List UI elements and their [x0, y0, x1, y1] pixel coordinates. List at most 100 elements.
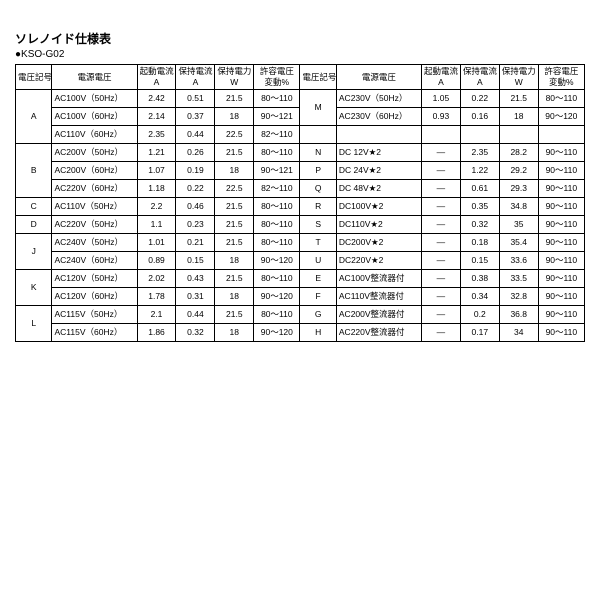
- code-cell: M: [300, 90, 336, 126]
- page-subtitle: ●KSO-G02: [15, 49, 585, 60]
- data-cell: 90～120: [538, 108, 584, 126]
- data-cell: 2.2: [137, 198, 176, 216]
- data-cell: DC110V★2: [336, 216, 421, 234]
- data-cell: 29.3: [499, 180, 538, 198]
- code-cell: A: [16, 90, 52, 144]
- data-cell: AC220V整流器付: [336, 324, 421, 342]
- h-code2: 電圧記号: [300, 65, 336, 90]
- data-cell: 82～110: [254, 180, 300, 198]
- data-cell: 29.2: [499, 162, 538, 180]
- data-cell: 22.5: [215, 180, 254, 198]
- data-cell: 80～110: [254, 198, 300, 216]
- data-cell: 80～110: [254, 216, 300, 234]
- data-cell: 0.34: [460, 288, 499, 306]
- data-cell: 0.43: [176, 270, 215, 288]
- data-cell: 90～110: [538, 270, 584, 288]
- data-cell: 90～110: [538, 198, 584, 216]
- data-cell: DC100V★2: [336, 198, 421, 216]
- h-hold2: 保持電流A: [460, 65, 499, 90]
- code-cell: T: [300, 234, 336, 252]
- data-cell: 2.35: [137, 126, 176, 144]
- data-cell: 0.37: [176, 108, 215, 126]
- data-cell: DC 12V★2: [336, 144, 421, 162]
- data-cell: AC100V整流器付: [336, 270, 421, 288]
- data-cell: 1.78: [137, 288, 176, 306]
- code-cell: L: [16, 306, 52, 342]
- code-cell: E: [300, 270, 336, 288]
- table-row: BAC200V（50Hz）1.210.2621.580～110NDC 12V★2…: [16, 144, 585, 162]
- data-cell: AC220V（60Hz）: [52, 180, 137, 198]
- data-cell: 21.5: [499, 90, 538, 108]
- data-cell: 90～110: [538, 234, 584, 252]
- data-cell: 0.26: [176, 144, 215, 162]
- data-cell: 0.44: [176, 126, 215, 144]
- data-cell: DC 48V★2: [336, 180, 421, 198]
- data-cell: 80～110: [254, 90, 300, 108]
- code-cell: K: [16, 270, 52, 306]
- code-cell: B: [16, 144, 52, 198]
- data-cell: 0.61: [460, 180, 499, 198]
- data-cell: DC200V★2: [336, 234, 421, 252]
- data-cell: 18: [215, 108, 254, 126]
- data-cell: 2.1: [137, 306, 176, 324]
- data-cell: 35.4: [499, 234, 538, 252]
- data-cell: 90～121: [254, 162, 300, 180]
- data-cell: —: [421, 234, 460, 252]
- page-title: ソレノイド仕様表: [15, 30, 585, 47]
- data-cell: 2.35: [460, 144, 499, 162]
- h-hold: 保持電流A: [176, 65, 215, 90]
- data-cell: 80～110: [254, 234, 300, 252]
- data-cell: 0.31: [176, 288, 215, 306]
- data-cell: 21.5: [215, 144, 254, 162]
- data-cell: AC240V（60Hz）: [52, 252, 137, 270]
- code-cell: Q: [300, 180, 336, 198]
- data-cell: AC110V（50Hz）: [52, 198, 137, 216]
- data-cell: 28.2: [499, 144, 538, 162]
- data-cell: AC100V（60Hz）: [52, 108, 137, 126]
- table-row: AC115V（60Hz）1.860.321890～120HAC220V整流器付—…: [16, 324, 585, 342]
- code-cell: D: [16, 216, 52, 234]
- data-cell: AC200V（50Hz）: [52, 144, 137, 162]
- data-cell: —: [421, 180, 460, 198]
- h-start: 起動電流A: [137, 65, 176, 90]
- data-cell: 90～110: [538, 306, 584, 324]
- data-cell: 80～110: [254, 270, 300, 288]
- data-cell: AC220V（50Hz）: [52, 216, 137, 234]
- data-cell: [499, 126, 538, 144]
- data-cell: 0.17: [460, 324, 499, 342]
- code-cell: S: [300, 216, 336, 234]
- h-power: 保持電力W: [215, 65, 254, 90]
- data-cell: 0.19: [176, 162, 215, 180]
- data-cell: 0.15: [176, 252, 215, 270]
- data-cell: 2.42: [137, 90, 176, 108]
- data-cell: 1.22: [460, 162, 499, 180]
- data-cell: 80～110: [538, 90, 584, 108]
- data-cell: 80～110: [254, 144, 300, 162]
- data-cell: 18: [215, 162, 254, 180]
- table-row: AC240V（60Hz）0.890.151890～120UDC220V★2—0.…: [16, 252, 585, 270]
- data-cell: [538, 126, 584, 144]
- data-cell: 90～120: [254, 324, 300, 342]
- table-row: JAC240V（50Hz）1.010.2121.580～110TDC200V★2…: [16, 234, 585, 252]
- h-tol2: 許容電圧変動%: [538, 65, 584, 90]
- table-row: CAC110V（50Hz）2.20.4621.580～110RDC100V★2—…: [16, 198, 585, 216]
- data-cell: AC230V（50Hz）: [336, 90, 421, 108]
- data-cell: —: [421, 162, 460, 180]
- data-cell: 0.16: [460, 108, 499, 126]
- data-cell: 80～110: [254, 306, 300, 324]
- data-cell: AC200V整流器付: [336, 306, 421, 324]
- data-cell: [460, 126, 499, 144]
- data-cell: 34: [499, 324, 538, 342]
- data-cell: 90～120: [254, 288, 300, 306]
- table-row: DAC220V（50Hz）1.10.2321.580～110SDC110V★2—…: [16, 216, 585, 234]
- h-tol: 許容電圧変動%: [254, 65, 300, 90]
- table-row: AC200V（60Hz）1.070.191890～121PDC 24V★2—1.…: [16, 162, 585, 180]
- data-cell: 90～110: [538, 180, 584, 198]
- code-cell: F: [300, 288, 336, 306]
- data-cell: 21.5: [215, 198, 254, 216]
- h-volt: 電源電圧: [52, 65, 137, 90]
- data-cell: —: [421, 144, 460, 162]
- data-cell: AC115V（50Hz）: [52, 306, 137, 324]
- table-row: AC220V（60Hz）1.180.2222.582～110QDC 48V★2—…: [16, 180, 585, 198]
- data-cell: 90～110: [538, 288, 584, 306]
